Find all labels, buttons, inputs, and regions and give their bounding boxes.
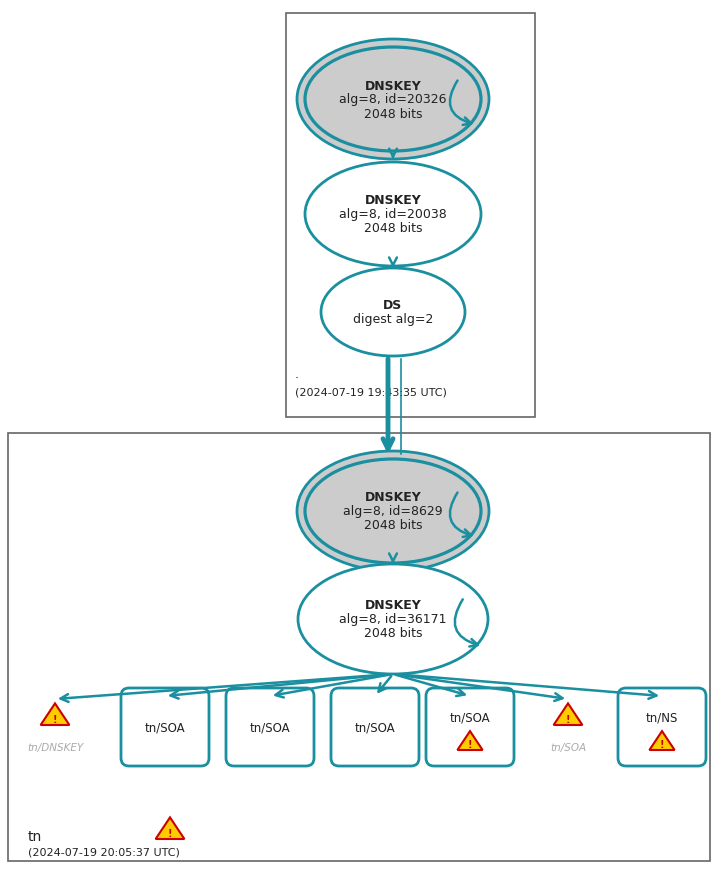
Ellipse shape — [321, 268, 465, 357]
Polygon shape — [649, 731, 674, 750]
Ellipse shape — [297, 40, 489, 160]
Text: !: ! — [168, 828, 173, 838]
Text: !: ! — [566, 714, 570, 724]
Ellipse shape — [305, 460, 481, 563]
FancyBboxPatch shape — [226, 688, 314, 766]
Bar — [8, 433, 710, 861]
Text: tn/SOA: tn/SOA — [449, 710, 490, 724]
Text: tn/NS: tn/NS — [646, 710, 678, 724]
Text: 2048 bits: 2048 bits — [364, 519, 422, 531]
Text: !: ! — [52, 714, 58, 724]
Polygon shape — [457, 731, 482, 750]
Text: tn/SOA: tn/SOA — [145, 721, 186, 734]
Text: !: ! — [468, 739, 472, 750]
Text: DNSKEY: DNSKEY — [365, 80, 421, 92]
Text: (2024-07-19 20:05:37 UTC): (2024-07-19 20:05:37 UTC) — [28, 847, 180, 857]
Text: .: . — [295, 367, 299, 381]
FancyBboxPatch shape — [121, 688, 209, 766]
Text: digest alg=2: digest alg=2 — [353, 313, 433, 326]
Text: tn/SOA: tn/SOA — [550, 742, 586, 752]
Text: alg=8, id=20326: alg=8, id=20326 — [339, 93, 446, 106]
Text: 2048 bits: 2048 bits — [364, 107, 422, 120]
Text: 2048 bits: 2048 bits — [364, 222, 422, 235]
Text: DNSKEY: DNSKEY — [365, 491, 421, 504]
Bar — [286, 14, 535, 417]
Text: DS: DS — [383, 299, 403, 312]
Polygon shape — [155, 817, 184, 839]
FancyArrowPatch shape — [450, 493, 471, 538]
Ellipse shape — [305, 163, 481, 267]
Text: 2048 bits: 2048 bits — [364, 627, 422, 639]
Text: DNSKEY: DNSKEY — [365, 195, 421, 207]
Ellipse shape — [297, 452, 489, 571]
Text: alg=8, id=36171: alg=8, id=36171 — [339, 613, 446, 626]
Text: tn/SOA: tn/SOA — [354, 721, 395, 734]
Text: alg=8, id=20038: alg=8, id=20038 — [339, 208, 447, 221]
Polygon shape — [554, 703, 582, 725]
Text: tn: tn — [28, 829, 42, 843]
FancyArrowPatch shape — [455, 600, 478, 647]
Text: tn/SOA: tn/SOA — [249, 721, 290, 734]
FancyBboxPatch shape — [618, 688, 706, 766]
Text: alg=8, id=8629: alg=8, id=8629 — [343, 505, 443, 518]
Ellipse shape — [298, 565, 488, 674]
Polygon shape — [40, 703, 70, 725]
FancyBboxPatch shape — [426, 688, 514, 766]
Text: tn/DNSKEY: tn/DNSKEY — [27, 742, 83, 752]
Ellipse shape — [305, 48, 481, 152]
FancyArrowPatch shape — [450, 82, 471, 125]
Text: !: ! — [660, 739, 664, 750]
FancyBboxPatch shape — [331, 688, 419, 766]
Text: (2024-07-19 19:43:35 UTC): (2024-07-19 19:43:35 UTC) — [295, 388, 447, 397]
Text: DNSKEY: DNSKEY — [365, 599, 421, 612]
